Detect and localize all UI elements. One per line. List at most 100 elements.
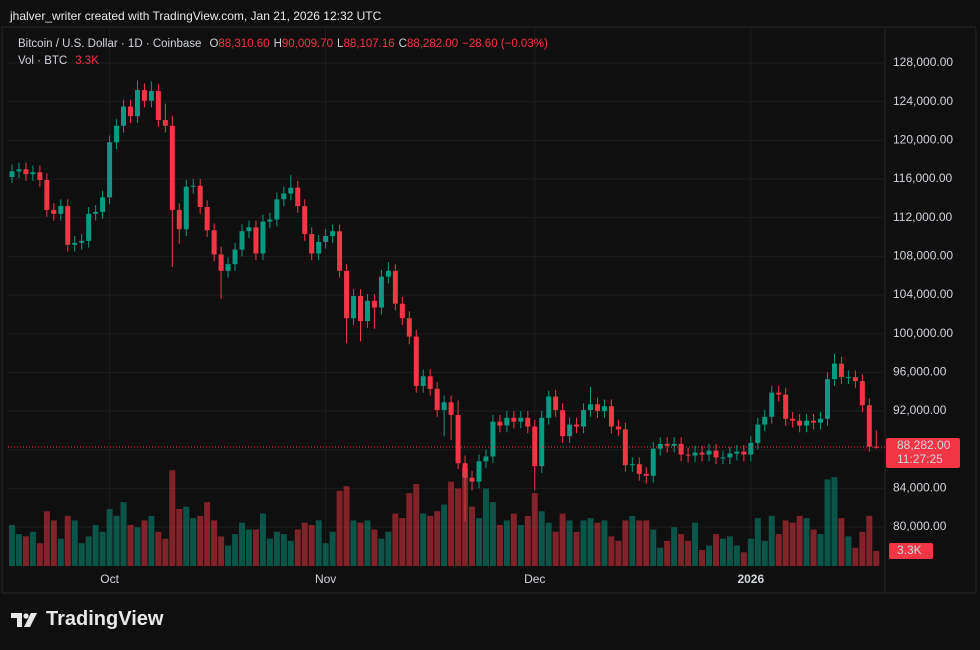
volume-bar [566, 520, 573, 566]
candle-body [588, 404, 594, 411]
volume-bar [413, 483, 420, 566]
candle-body [824, 379, 830, 419]
volume-bar [364, 520, 371, 566]
candle-body [23, 169, 29, 175]
candle-body [30, 172, 36, 175]
candle-body [783, 394, 789, 419]
candle-body [671, 443, 677, 446]
volume-bar [134, 527, 141, 566]
volume-bar [329, 531, 336, 566]
candle-body [260, 221, 266, 254]
candle-body [72, 242, 78, 245]
candle-body [344, 270, 350, 319]
candle-body [804, 420, 810, 426]
candle-body [852, 377, 858, 382]
candle-body [629, 464, 635, 466]
volume-bar [350, 520, 357, 566]
candle-body [748, 442, 754, 455]
candle-body [183, 186, 189, 230]
candle-body [274, 199, 280, 220]
volume-bar [789, 522, 796, 566]
candle-body [176, 209, 182, 230]
volume-bar [294, 529, 301, 566]
candle-body [476, 461, 482, 482]
volume-bar [503, 520, 510, 566]
volume-bar [71, 520, 78, 566]
volume-bar [845, 536, 852, 566]
y-tick-label: 124,000.00 [893, 94, 953, 108]
candle-body [776, 392, 782, 395]
candle-body [657, 443, 663, 449]
volume-bar [671, 527, 678, 566]
volume-bar [510, 513, 517, 566]
ohlc-value: 88,282.00 [406, 38, 459, 50]
volume-bar [636, 520, 643, 566]
volume-bar [245, 529, 252, 566]
candle-body [267, 219, 273, 222]
candle-body [734, 451, 740, 454]
volume-bar [301, 522, 308, 566]
volume-bar [434, 511, 441, 566]
candle-body [351, 295, 357, 319]
candle-body [9, 171, 15, 178]
candle-body [497, 421, 503, 426]
volume-bar [538, 511, 545, 566]
candle-body [316, 241, 322, 254]
volume-bar [29, 531, 36, 566]
volume-bar [211, 520, 218, 566]
candle-body [51, 209, 57, 214]
volume-bar [50, 520, 57, 566]
candle-body [504, 417, 510, 426]
candle-body [121, 106, 127, 126]
candle-body [859, 381, 865, 406]
candle-body [546, 396, 552, 418]
volume-bar [524, 515, 531, 566]
candle-body [155, 91, 161, 121]
x-tick-label: Oct [100, 572, 119, 586]
candle-body [706, 450, 712, 455]
y-tick-label: 116,000.00 [893, 171, 952, 185]
volume-bar [601, 520, 608, 566]
volume-bar [824, 479, 831, 566]
volume-bar [99, 531, 106, 566]
volume-bar [587, 518, 594, 566]
candle-body [511, 417, 517, 422]
candle-body [86, 213, 92, 241]
candle-body [399, 303, 405, 319]
volume-bar [552, 531, 559, 566]
candle-body [636, 464, 642, 474]
volume-bar [385, 531, 392, 566]
candle-body [790, 418, 796, 421]
logo[interactable]: TradingView [10, 608, 163, 631]
candle-body [811, 420, 817, 423]
volume-bar [273, 531, 280, 566]
volume-bar [580, 520, 587, 566]
x-tick-label: Dec [524, 572, 545, 586]
candle-body [413, 336, 419, 386]
volume-bar [761, 540, 768, 566]
volume-bar [85, 536, 92, 566]
candle-body [574, 424, 580, 427]
candle-body [692, 452, 698, 456]
candle-body [455, 414, 461, 464]
candle-body [427, 376, 433, 389]
volume-bar [726, 536, 733, 566]
volume-bar [259, 513, 266, 566]
candle-body [643, 473, 649, 476]
candle-body [873, 446, 879, 448]
volume-bar [796, 515, 803, 566]
volume-bar [475, 518, 482, 566]
price-tag-countdown: 11:27:25 [897, 452, 943, 466]
volume-bar [252, 529, 259, 566]
candle-body [678, 443, 684, 455]
volume-bar [204, 502, 211, 566]
candle-body [330, 231, 336, 237]
volume-bar [831, 477, 838, 566]
volume-title: Vol · BTC [18, 55, 68, 67]
volume-bar [803, 518, 810, 566]
candle-body [685, 454, 691, 456]
logo-text: TradingView [46, 608, 164, 630]
candle-body [720, 457, 726, 459]
candle-body [727, 453, 733, 458]
candle-body [114, 125, 120, 143]
